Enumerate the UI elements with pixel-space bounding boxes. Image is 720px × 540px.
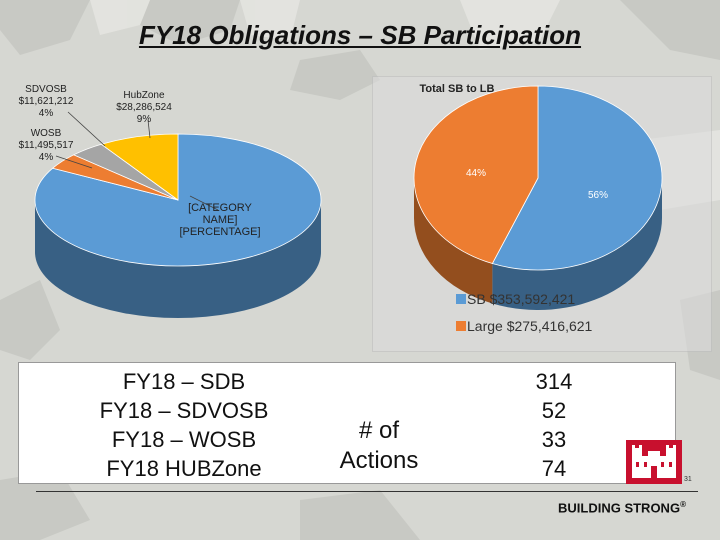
leader-line-3 [189, 195, 219, 211]
chart-title-total-sb-lb: Total SB to LB [419, 83, 495, 95]
leader-line-2 [147, 119, 151, 139]
leader-line-1 [55, 155, 93, 169]
program-sdvosb: FY18 – SDVOSB [99, 398, 269, 423]
count-sdb: 314 [535, 369, 573, 394]
actions-table: FY18 – SDB FY18 – SDVOSB FY18 – WOSB FY1… [18, 362, 676, 484]
page-title: FY18 Obligations – SB Participation [138, 20, 582, 50]
label-wosb: WOSB $11,495,517 4% [14, 128, 78, 164]
label-wosb-value: $11,495,517 [18, 140, 74, 151]
right-pie-side-1 [414, 178, 493, 304]
actions-header: # of Actions [321, 416, 437, 476]
label-category-line1: [CATEGORY [188, 202, 252, 214]
program-sdb: FY18 – SDB [122, 369, 246, 394]
right-pie-pct-label-0: 44% [466, 168, 486, 179]
program-column: FY18 – SDB FY18 – SDVOSB FY18 – WOSB FY1… [69, 367, 299, 483]
program-hubzone: FY18 HUBZone [106, 456, 262, 481]
legend-swatch-sb [456, 294, 466, 304]
label-sdvosb-pct: 4% [38, 108, 54, 119]
count-wosb: 33 [541, 427, 567, 452]
label-wosb-name: WOSB [30, 128, 62, 139]
label-sdvosb: SDVOSB $11,621,212 4% [16, 84, 76, 120]
label-sdvosb-value: $11,621,212 [18, 96, 74, 107]
usace-castle-logo [626, 440, 682, 484]
count-sdvosb: 52 [541, 398, 567, 423]
right-pie-slice-1 [413, 85, 539, 265]
leader-line-0 [67, 111, 106, 147]
footer-divider [36, 491, 698, 492]
page-number: 31 [684, 476, 692, 483]
legend-large: Large $275,416,621 [456, 318, 592, 334]
legend-sb: SB $353,592,421 [456, 291, 575, 307]
counts-column: 314 52 33 74 [509, 367, 599, 483]
actions-header-line1: # of [358, 417, 400, 444]
legend-label-large: Large $275,416,621 [467, 318, 593, 334]
left-pie-side-0 [35, 200, 321, 318]
footer-brand: BUILDING STRONG® [558, 500, 686, 515]
label-sdvosb-name: SDVOSB [25, 84, 67, 95]
label-hubzone-pct: 9% [136, 114, 152, 125]
legend-label-sb: SB $353,592,421 [467, 291, 576, 307]
label-hubzone: HubZone $28,286,524 9% [110, 90, 178, 126]
right-pie-slice-0 [491, 85, 663, 271]
label-hubzone-value: $28,286,524 [116, 102, 172, 113]
right-pie-pct-label-1: 56% [588, 190, 608, 201]
label-category-line2: NAME] [202, 214, 238, 226]
right-pie-side-0 [492, 178, 662, 310]
footer-brand-text: BUILDING STRONG [558, 500, 681, 516]
label-wosb-pct: 4% [38, 152, 54, 163]
registered-mark: ® [680, 500, 686, 509]
label-category-line3: [PERCENTAGE] [179, 226, 261, 238]
program-wosb: FY18 – WOSB [111, 427, 257, 452]
count-hubzone: 74 [541, 456, 567, 481]
label-category: [CATEGORY NAME] [PERCENTAGE] [170, 202, 270, 238]
actions-header-line2: Actions [339, 447, 419, 474]
label-hubzone-name: HubZone [123, 90, 165, 101]
legend-swatch-large [456, 321, 466, 331]
